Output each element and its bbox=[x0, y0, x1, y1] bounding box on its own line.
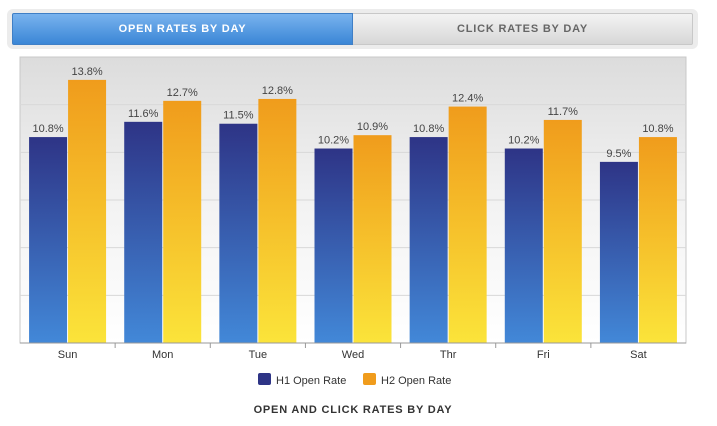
data-label: 12.4% bbox=[452, 93, 483, 105]
bar-h2-fri[interactable] bbox=[543, 119, 582, 343]
legend-swatch bbox=[363, 373, 376, 385]
data-label: 11.6% bbox=[128, 108, 159, 120]
data-label: 11.7% bbox=[548, 106, 579, 118]
bar-h1-fri[interactable] bbox=[504, 148, 543, 343]
bar-h2-wed[interactable] bbox=[353, 135, 392, 343]
data-label: 10.8% bbox=[413, 123, 444, 135]
data-label: 10.2% bbox=[508, 135, 539, 147]
x-tick-label: Mon bbox=[152, 349, 173, 361]
legend-swatch bbox=[258, 373, 271, 385]
data-label: 10.8% bbox=[642, 123, 673, 135]
chart-container: 10.8% 13.8% Sun 11.6% 12.7% Mon 11.5% 12.8% Tue 1… bbox=[0, 50, 717, 426]
data-label: 11.5% bbox=[223, 110, 254, 122]
data-label: 12.7% bbox=[167, 87, 198, 99]
data-label: 12.8% bbox=[262, 85, 293, 97]
tab-open-rates-by-day[interactable]: OPEN RATES BY DAY bbox=[12, 13, 353, 45]
legend-label[interactable]: H1 Open Rate bbox=[276, 375, 346, 387]
bar-h2-sat[interactable] bbox=[638, 137, 677, 343]
x-tick-label: Thr bbox=[440, 349, 457, 361]
tab-bar: OPEN RATES BY DAY CLICK RATES BY DAY bbox=[7, 9, 698, 49]
bar-h1-sat[interactable] bbox=[599, 161, 638, 343]
x-tick-label: Sat bbox=[630, 349, 647, 361]
bar-h2-thr[interactable] bbox=[448, 106, 487, 343]
legend-label[interactable]: H2 Open Rate bbox=[381, 375, 451, 387]
bar-h2-tue[interactable] bbox=[258, 98, 297, 344]
data-label: 13.8% bbox=[71, 66, 102, 78]
data-label: 10.8% bbox=[32, 123, 63, 135]
bar-h2-sun[interactable] bbox=[68, 79, 107, 343]
x-tick-label: Tue bbox=[249, 349, 268, 361]
bar-h1-tue[interactable] bbox=[219, 123, 258, 343]
bar-h1-mon[interactable] bbox=[124, 121, 163, 344]
x-tick-label: Wed bbox=[342, 349, 364, 361]
bar-h2-mon[interactable] bbox=[163, 100, 202, 343]
bar-h1-wed[interactable] bbox=[314, 148, 353, 343]
tab-click-rates-by-day[interactable]: CLICK RATES BY DAY bbox=[353, 13, 693, 45]
data-label: 9.5% bbox=[606, 148, 631, 160]
x-tick-label: Fri bbox=[537, 349, 550, 361]
bar-h1-thr[interactable] bbox=[409, 137, 448, 343]
bar-chart: 10.8% 13.8% Sun 11.6% 12.7% Mon 11.5% 12.8% Tue 1… bbox=[19, 56, 687, 416]
x-tick-label: Sun bbox=[58, 349, 78, 361]
data-label: 10.2% bbox=[318, 135, 349, 147]
data-label: 10.9% bbox=[357, 121, 388, 133]
chart-title: OPEN AND CLICK RATES BY DAY bbox=[254, 404, 453, 416]
bar-h1-sun[interactable] bbox=[29, 137, 68, 343]
